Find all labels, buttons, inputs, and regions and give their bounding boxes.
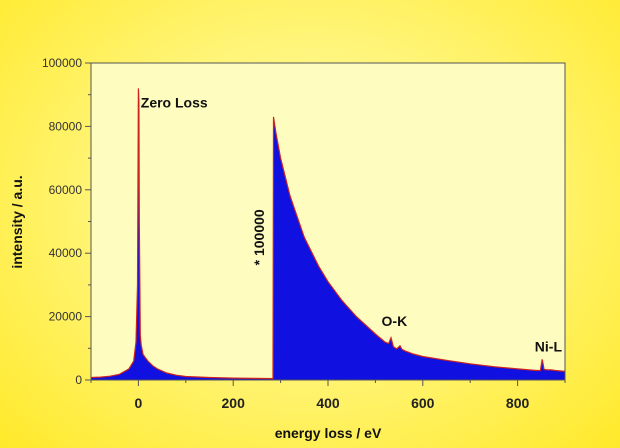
annotation-o-k: O-K xyxy=(382,313,408,329)
y-tick-label: 20000 xyxy=(49,310,83,324)
y-tick-label: 60000 xyxy=(49,183,83,197)
y-tick-label: 100000 xyxy=(42,56,82,70)
x-tick-label: 400 xyxy=(316,395,340,411)
x-tick-label: 200 xyxy=(222,395,246,411)
x-tick-label: 600 xyxy=(411,395,435,411)
x-axis-label: energy loss / eV xyxy=(275,425,382,441)
y-axis-label: intensity / a.u. xyxy=(9,175,25,268)
annotation-100000: * 100000 xyxy=(251,209,267,265)
y-tick-label: 80000 xyxy=(49,119,83,133)
x-tick-label: 800 xyxy=(506,395,530,411)
y-tick-label: 40000 xyxy=(49,246,83,260)
y-tick-label: 0 xyxy=(75,373,82,387)
spectrum-line xyxy=(90,88,566,380)
annotation-ni-l: Ni-L xyxy=(535,338,563,354)
annotation-zero-loss: Zero Loss xyxy=(141,94,208,110)
x-tick-label: 0 xyxy=(135,395,143,411)
